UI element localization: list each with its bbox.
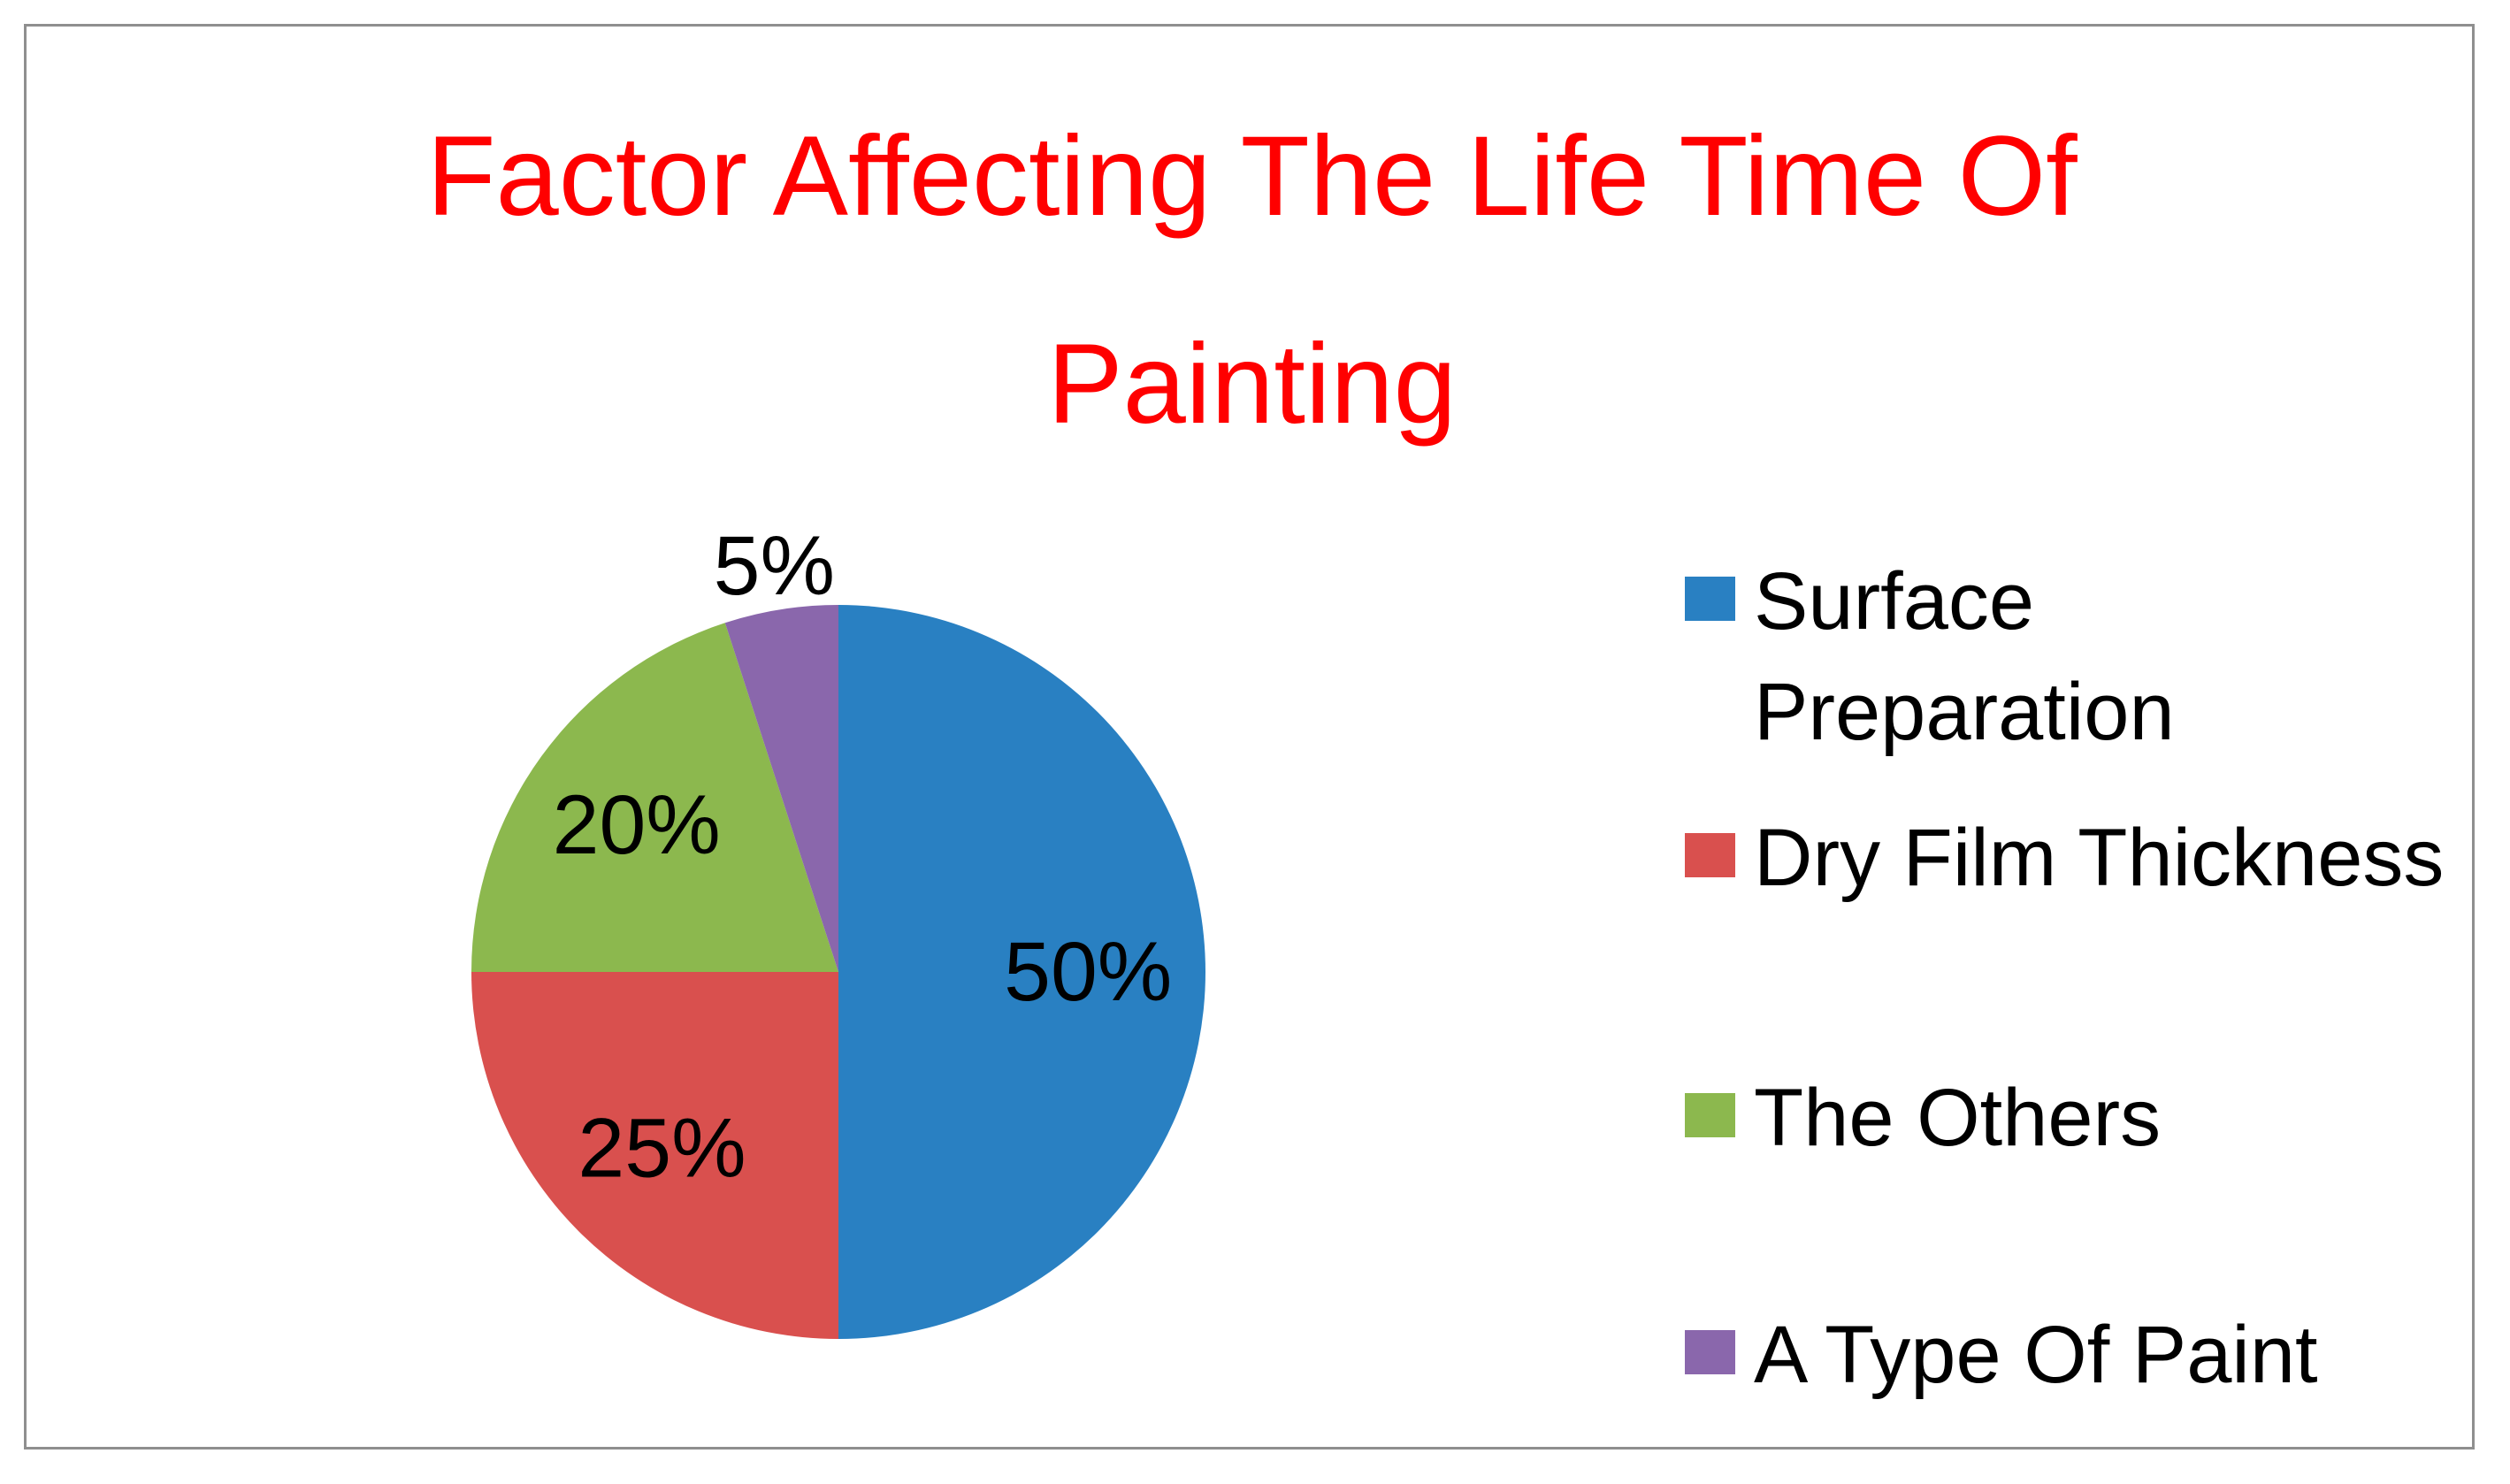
legend-item-the-others: The Others	[1685, 1063, 2161, 1174]
legend-item-a-type-of-paint: A Type Of Paint	[1685, 1300, 2318, 1411]
pie-value-label-a-type-of-paint: 5%	[714, 519, 835, 613]
legend-swatch-dry-film-thickness	[1685, 833, 1735, 877]
pie-value-label-surface-preparation: 50%	[1004, 925, 1172, 1019]
legend-swatch-the-others	[1685, 1093, 1735, 1137]
legend-label-a-type-of-paint: A Type Of Paint	[1754, 1310, 2318, 1400]
legend-item-surface-preparation: Surface Preparation	[1685, 547, 2214, 768]
pie-slice-dry-film-thickness	[471, 972, 838, 1339]
pie-slice-a-type-of-paint	[724, 605, 838, 972]
legend-item-dry-film-thickness: Dry Film Thickness	[1685, 803, 2444, 914]
pie-slices	[471, 605, 1205, 1339]
chart-title-line-2: Painting	[1047, 321, 1457, 447]
pie-value-label-dry-film-thickness: 25%	[578, 1102, 746, 1196]
pie-slice-the-others	[471, 623, 838, 972]
chart-title: Factor Affecting The Life Time Of Painti…	[24, 73, 2480, 488]
legend-swatch-surface-preparation	[1685, 577, 1735, 621]
chart-legend: Surface Preparation Dry Film Thickness T…	[1685, 0, 2481, 1484]
pie-slice-surface-preparation	[838, 605, 1205, 1339]
chart-frame	[24, 24, 2475, 1450]
pie-value-labels: 50% 25% 20% 5%	[553, 519, 1173, 1196]
chart-title-line-1: Factor Affecting The Life Time Of	[426, 113, 2078, 240]
pie-value-label-the-others: 20%	[553, 778, 721, 872]
legend-label-surface-preparation: Surface Preparation	[1754, 556, 2175, 757]
legend-label-the-others: The Others	[1754, 1073, 2162, 1163]
legend-swatch-a-type-of-paint	[1685, 1330, 1735, 1374]
legend-label-dry-film-thickness: Dry Film Thickness	[1754, 813, 2445, 903]
